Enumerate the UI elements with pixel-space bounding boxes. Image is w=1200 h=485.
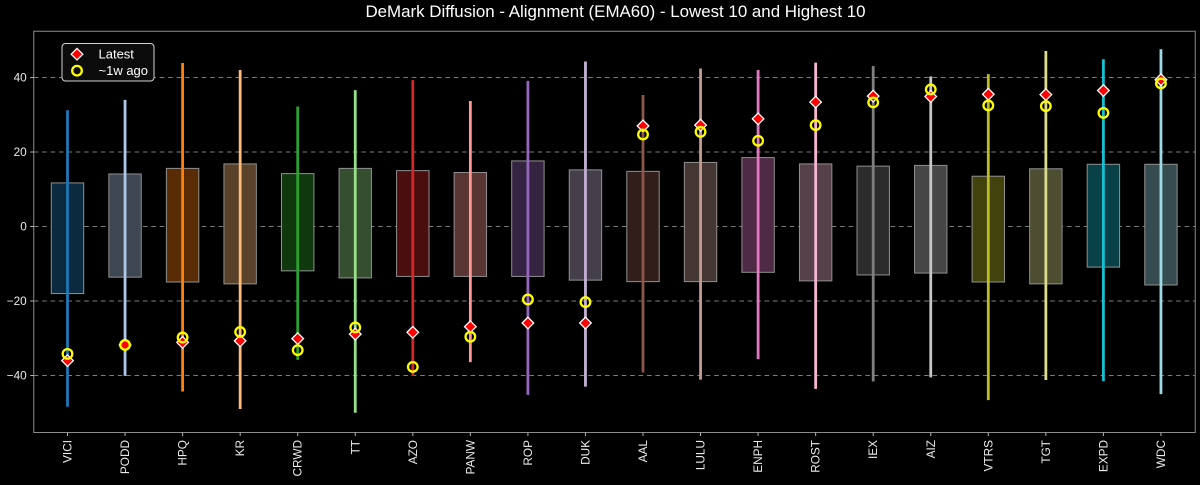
svg-text:AIZ: AIZ	[924, 440, 938, 458]
svg-text:~1w ago: ~1w ago	[99, 63, 149, 78]
svg-text:AZO: AZO	[406, 440, 420, 464]
svg-text:HPQ: HPQ	[176, 440, 190, 466]
svg-text:CRWD: CRWD	[291, 440, 305, 476]
svg-text:KR: KR	[233, 440, 247, 456]
svg-text:DUK: DUK	[578, 440, 592, 465]
svg-text:DeMark Diffusion - Alignment (: DeMark Diffusion - Alignment (EMA60) - L…	[365, 2, 865, 21]
svg-text:EXPD: EXPD	[1096, 440, 1110, 472]
svg-text:LULU: LULU	[694, 440, 708, 470]
svg-text:40: 40	[14, 71, 28, 85]
svg-text:ENPH: ENPH	[751, 440, 765, 473]
svg-text:0: 0	[20, 220, 27, 234]
svg-text:TGT: TGT	[1039, 440, 1053, 464]
svg-text:ROP: ROP	[521, 440, 535, 466]
svg-text:VTRS: VTRS	[981, 440, 995, 472]
svg-text:IEX: IEX	[866, 440, 880, 459]
svg-text:WDC: WDC	[1154, 440, 1168, 469]
svg-text:VICI: VICI	[61, 440, 75, 463]
svg-text:−20: −20	[7, 294, 27, 308]
svg-text:PODD: PODD	[118, 440, 132, 474]
svg-text:PANW: PANW	[463, 439, 477, 474]
svg-text:ROST: ROST	[809, 440, 823, 473]
svg-text:Latest: Latest	[99, 47, 135, 62]
svg-text:AAL: AAL	[636, 440, 650, 463]
svg-text:TT: TT	[348, 440, 362, 454]
svg-text:20: 20	[14, 145, 28, 159]
svg-text:−40: −40	[7, 369, 27, 383]
